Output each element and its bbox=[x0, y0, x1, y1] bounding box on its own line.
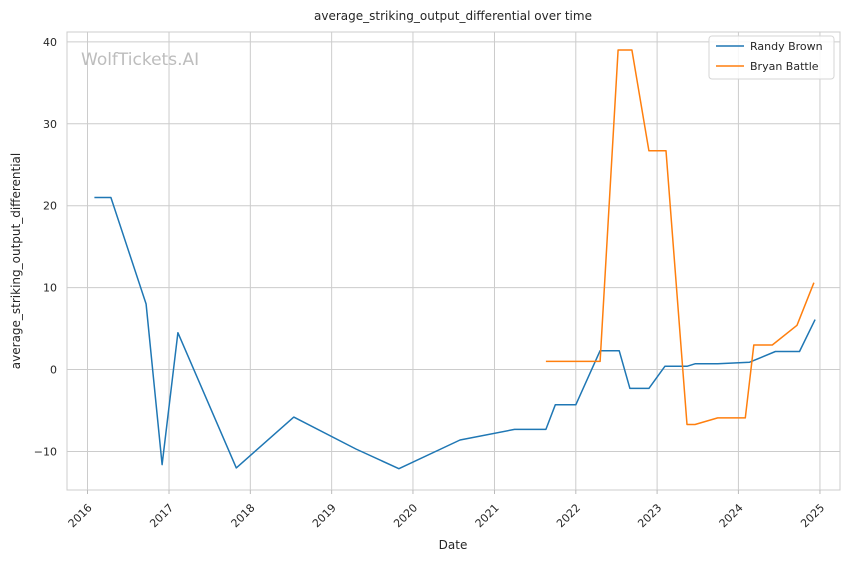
x-tick-label: 2022 bbox=[554, 501, 583, 530]
y-tick-label: 20 bbox=[43, 200, 57, 213]
y-axis-label: average_striking_output_differential bbox=[9, 153, 23, 369]
plot-frame bbox=[66, 31, 841, 491]
x-tick-label: 2025 bbox=[798, 501, 827, 530]
legend-label-randy-brown: Randy Brown bbox=[750, 40, 823, 53]
x-tick-label: 2023 bbox=[635, 501, 664, 530]
y-tick-label: 30 bbox=[43, 118, 57, 131]
x-axis-label: Date bbox=[439, 538, 468, 552]
legend: Randy Brown Bryan Battle bbox=[708, 35, 835, 80]
x-tick-label: 2024 bbox=[717, 501, 746, 530]
y-axis: −10 0 10 20 30 40 bbox=[34, 36, 57, 459]
series-line-randy-brown bbox=[94, 196, 816, 470]
plot-area bbox=[67, 32, 840, 490]
x-tick-label: 2016 bbox=[66, 501, 95, 530]
y-tick-label: −10 bbox=[34, 445, 57, 458]
y-tick-label: 10 bbox=[43, 282, 57, 295]
grid bbox=[67, 32, 840, 490]
x-tick-label: 2021 bbox=[473, 501, 502, 530]
x-axis: 2016 2017 2018 2019 2020 2021 2022 2023 2024 2025 bbox=[66, 490, 827, 530]
y-tick-label: 40 bbox=[43, 36, 57, 49]
x-tick-label: 2017 bbox=[147, 501, 176, 530]
series-line-bryan-battle bbox=[545, 49, 815, 426]
x-tick-label: 2020 bbox=[391, 501, 420, 530]
legend-label-bryan-battle: Bryan Battle bbox=[750, 60, 819, 73]
series-layer bbox=[94, 49, 816, 470]
y-tick-label: 0 bbox=[50, 364, 57, 377]
chart-title: average_striking_output_differential ove… bbox=[314, 9, 592, 23]
x-tick-label: 2018 bbox=[229, 501, 258, 530]
x-tick-label: 2019 bbox=[310, 501, 339, 530]
watermark: WolfTickets.AI bbox=[81, 50, 199, 70]
